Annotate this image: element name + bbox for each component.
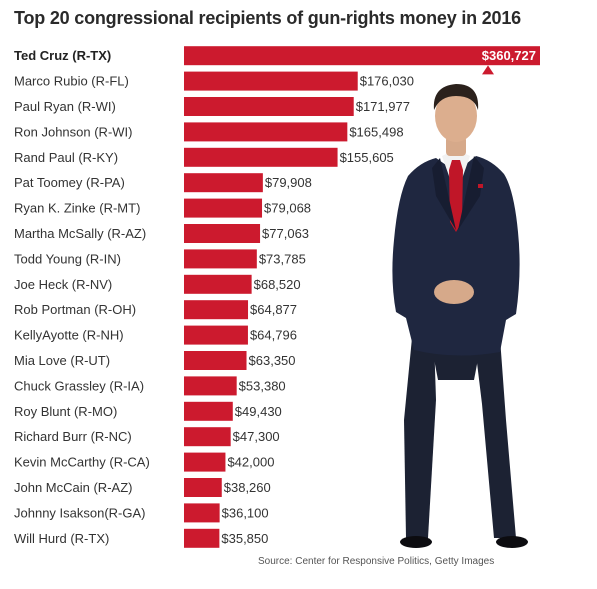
figure-legs [404,338,516,538]
value-label: $155,605 [340,150,394,165]
value-label: $79,908 [265,175,312,190]
figure-shoes [400,536,528,548]
category-label: Chuck Grassley (R-IA) [14,378,144,393]
bar [184,173,263,193]
category-label: Roy Blunt (R-MO) [14,404,117,419]
value-label: $47,300 [233,429,280,444]
category-label: Rob Portman (R-OH) [14,302,136,317]
bar [184,528,220,548]
figure-tie [449,160,463,232]
bar [184,325,248,345]
figure-hands [434,280,474,304]
category-label: Joe Heck (R-NV) [14,277,112,292]
bar [184,249,257,269]
figure-jacket [392,156,520,356]
value-label: $36,100 [222,505,269,520]
category-label: Will Hurd (R-TX) [14,531,109,546]
value-label: $35,850 [221,531,268,546]
bar [184,198,263,218]
category-label: Todd Young (R-IN) [14,251,121,266]
chart-title: Top 20 congressional recipients of gun-r… [14,8,521,28]
value-label: $42,000 [227,455,274,470]
figure-head [435,90,477,142]
value-label: $171,977 [356,99,410,114]
value-label: $165,498 [349,124,403,139]
category-label: Kevin McCarthy (R-CA) [14,455,150,470]
value-label: $77,063 [262,226,309,241]
value-label: $73,785 [259,251,306,266]
bar [184,97,354,116]
category-label: Ryan K. Zinke (R-MT) [14,201,140,216]
bar [184,478,222,497]
bar [184,452,226,472]
category-label: Ted Cruz (R-TX) [14,48,111,63]
source-note: Source: Center for Responsive Politics, … [258,556,495,567]
bar [184,300,249,320]
bar [184,351,247,370]
category-label: Richard Burr (R-NC) [14,429,132,444]
value-label: $79,068 [264,201,311,216]
category-label: Pat Toomey (R-PA) [14,175,125,190]
flag-pin [478,184,483,188]
category-label: KellyAyotte (R-NH) [14,328,124,343]
category-label: Mia Love (R-UT) [14,353,110,368]
category-label: Paul Ryan (R-WI) [14,99,116,114]
value-label: $360,727 [482,48,536,63]
figure-lapel-right [458,156,484,230]
value-label: $38,260 [224,480,271,495]
value-label: $63,350 [249,353,296,368]
bar [184,376,237,396]
value-label: $49,430 [235,404,282,419]
bar [184,427,231,447]
bar [184,224,261,243]
figure-hair [433,84,479,110]
value-label: $53,380 [239,378,286,393]
bar [184,46,540,66]
value-label: $64,877 [250,302,297,317]
category-label: John McCain (R-AZ) [14,480,132,495]
bar [184,147,338,167]
figure-lapel-left [432,158,456,230]
category-label: Marco Rubio (R-FL) [14,74,129,89]
value-label: $64,796 [250,328,297,343]
bar [184,71,358,91]
bar [184,503,220,523]
category-label: Johnny Isakson(R-GA) [14,505,146,520]
category-label: Martha McSally (R-AZ) [14,226,146,241]
category-label: Ron Johnson (R-WI) [14,124,132,139]
bar [184,274,252,294]
category-label: Rand Paul (R-KY) [14,150,118,165]
bar [184,401,233,421]
value-label: $176,030 [360,74,414,89]
value-label: $68,520 [254,277,301,292]
bar [184,122,348,142]
lead-pointer [482,65,494,75]
